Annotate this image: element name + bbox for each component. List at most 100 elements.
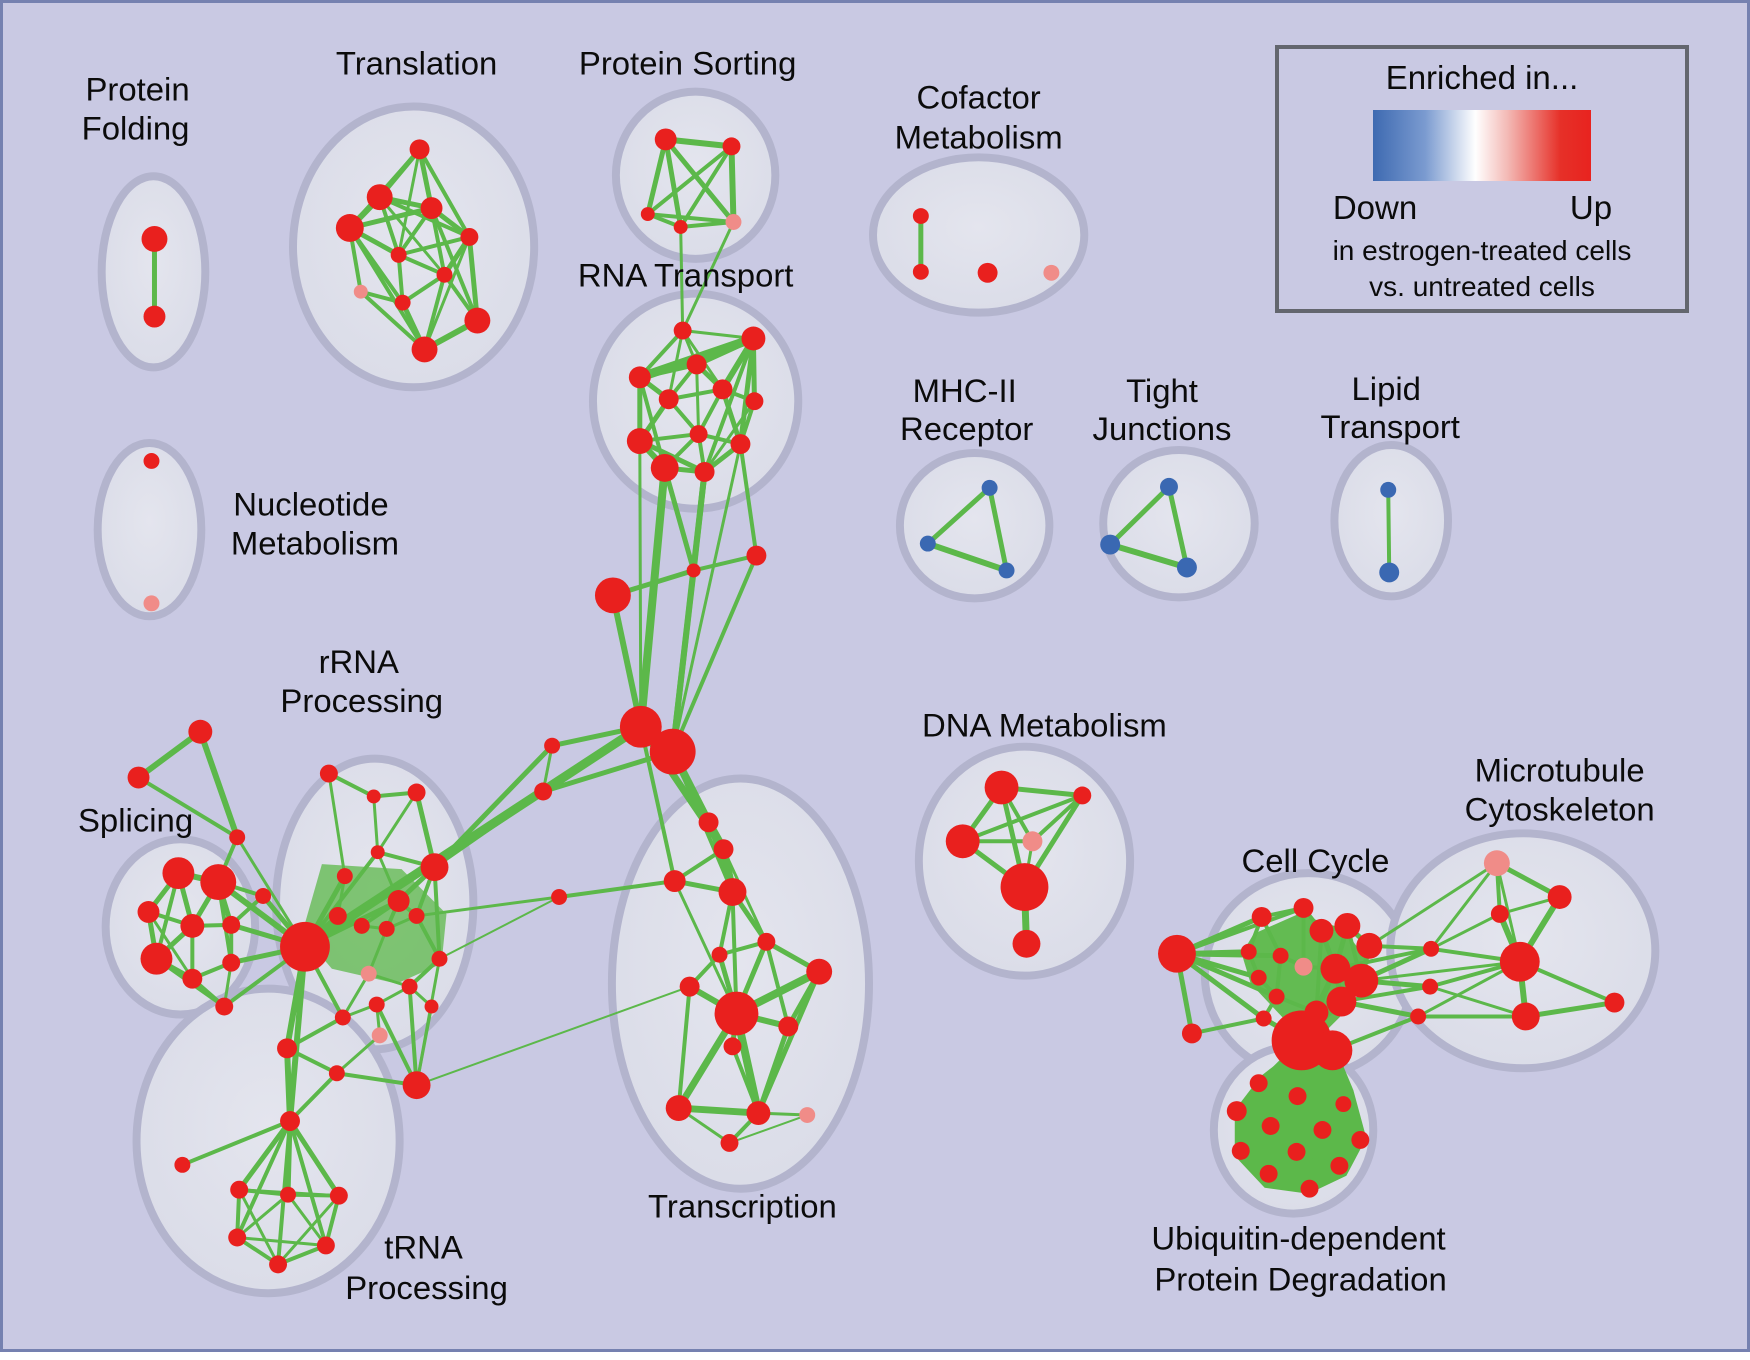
node-ub10[interactable] bbox=[1259, 1164, 1278, 1183]
node-q8[interactable] bbox=[679, 976, 700, 997]
node-g14[interactable] bbox=[277, 1038, 297, 1059]
node-ub1[interactable] bbox=[1288, 1087, 1307, 1106]
node-l1[interactable] bbox=[1379, 562, 1400, 583]
node-b0[interactable] bbox=[619, 705, 662, 748]
node-g2[interactable] bbox=[407, 783, 426, 802]
node-t3[interactable] bbox=[335, 214, 364, 242]
node-b1[interactable] bbox=[649, 728, 696, 775]
node-r3[interactable] bbox=[628, 366, 651, 389]
node-g0[interactable] bbox=[319, 764, 338, 783]
node-e3[interactable] bbox=[1293, 898, 1314, 918]
node-q6[interactable] bbox=[711, 946, 728, 963]
node-x0[interactable] bbox=[188, 719, 213, 744]
node-u3[interactable] bbox=[280, 1186, 296, 1203]
node-m1[interactable] bbox=[919, 535, 936, 552]
node-m0[interactable] bbox=[981, 479, 998, 496]
node-e9[interactable] bbox=[1294, 957, 1313, 976]
node-ps3[interactable] bbox=[673, 220, 688, 234]
node-h0[interactable] bbox=[280, 921, 330, 972]
node-m2[interactable] bbox=[998, 562, 1015, 579]
node-t7[interactable] bbox=[353, 284, 368, 299]
node-q11[interactable] bbox=[723, 1037, 742, 1056]
node-t8[interactable] bbox=[394, 294, 411, 311]
node-q0[interactable] bbox=[698, 812, 719, 833]
node-r1[interactable] bbox=[741, 326, 766, 351]
node-g7[interactable] bbox=[328, 906, 347, 925]
node-pf0[interactable] bbox=[141, 226, 168, 252]
node-r9[interactable] bbox=[730, 434, 751, 454]
node-d4[interactable] bbox=[1000, 863, 1049, 911]
node-z3[interactable] bbox=[1499, 941, 1540, 982]
node-g4[interactable] bbox=[336, 868, 353, 885]
node-r5[interactable] bbox=[712, 379, 733, 400]
node-q2[interactable] bbox=[663, 870, 686, 893]
node-q14[interactable] bbox=[799, 1107, 816, 1124]
node-g11[interactable] bbox=[360, 965, 377, 982]
node-d1[interactable] bbox=[1073, 786, 1092, 805]
node-g18[interactable] bbox=[368, 996, 385, 1013]
node-n1[interactable] bbox=[143, 595, 160, 612]
node-g16[interactable] bbox=[402, 1071, 431, 1100]
node-cf3[interactable] bbox=[1043, 264, 1060, 281]
node-s6[interactable] bbox=[182, 968, 203, 989]
node-z1[interactable] bbox=[1547, 885, 1572, 909]
node-e5[interactable] bbox=[1334, 912, 1361, 939]
node-ub2[interactable] bbox=[1335, 1096, 1352, 1113]
node-t2[interactable] bbox=[420, 197, 443, 220]
node-u0[interactable] bbox=[280, 1111, 300, 1131]
node-r0[interactable] bbox=[673, 321, 692, 340]
node-ub4[interactable] bbox=[1261, 1117, 1280, 1135]
node-t10[interactable] bbox=[411, 336, 438, 363]
node-q3[interactable] bbox=[718, 878, 747, 906]
node-ub5[interactable] bbox=[1313, 1121, 1332, 1139]
node-e11[interactable] bbox=[1344, 963, 1379, 998]
node-z2[interactable] bbox=[1490, 904, 1509, 923]
node-l0[interactable] bbox=[1380, 481, 1397, 498]
node-d5[interactable] bbox=[1012, 929, 1041, 958]
node-q4[interactable] bbox=[551, 889, 568, 905]
node-t6[interactable] bbox=[436, 266, 453, 283]
node-t5[interactable] bbox=[390, 246, 407, 263]
node-v0[interactable] bbox=[686, 563, 701, 578]
node-d2[interactable] bbox=[945, 824, 980, 859]
node-x2[interactable] bbox=[229, 829, 246, 846]
node-t4[interactable] bbox=[460, 227, 479, 246]
node-ub9[interactable] bbox=[1330, 1156, 1349, 1175]
node-g9[interactable] bbox=[378, 920, 395, 937]
node-e14[interactable] bbox=[1255, 1010, 1272, 1027]
node-g1[interactable] bbox=[366, 789, 381, 804]
node-q13[interactable] bbox=[746, 1101, 771, 1125]
node-s8[interactable] bbox=[255, 888, 272, 904]
node-r11[interactable] bbox=[694, 461, 715, 482]
node-x1[interactable] bbox=[127, 766, 150, 789]
node-j0[interactable] bbox=[1160, 477, 1178, 496]
node-r2[interactable] bbox=[686, 354, 707, 375]
node-g17[interactable] bbox=[371, 1027, 388, 1044]
node-j2[interactable] bbox=[1176, 557, 1197, 578]
node-s0[interactable] bbox=[162, 857, 195, 890]
node-q12[interactable] bbox=[665, 1095, 692, 1122]
node-g12[interactable] bbox=[431, 950, 448, 967]
node-n0[interactable] bbox=[143, 452, 160, 469]
node-q1[interactable] bbox=[713, 839, 734, 860]
node-e1[interactable] bbox=[1181, 1023, 1202, 1044]
node-f2[interactable] bbox=[1410, 1008, 1427, 1025]
node-r4[interactable] bbox=[658, 389, 679, 410]
node-e12[interactable] bbox=[1250, 969, 1267, 986]
node-e0[interactable] bbox=[1158, 934, 1196, 973]
node-ub7[interactable] bbox=[1231, 1141, 1250, 1160]
node-ps2[interactable] bbox=[640, 207, 655, 222]
node-v1[interactable] bbox=[746, 545, 767, 566]
node-q5[interactable] bbox=[757, 932, 776, 951]
node-s1[interactable] bbox=[200, 864, 237, 901]
node-u1[interactable] bbox=[174, 1156, 191, 1173]
node-u7[interactable] bbox=[269, 1255, 288, 1274]
node-g15[interactable] bbox=[328, 1065, 345, 1082]
node-g5[interactable] bbox=[420, 853, 449, 882]
node-e15[interactable] bbox=[1326, 986, 1357, 1017]
node-q10[interactable] bbox=[778, 1016, 799, 1037]
node-g10[interactable] bbox=[408, 907, 425, 924]
node-ub11[interactable] bbox=[1300, 1179, 1319, 1198]
node-z4[interactable] bbox=[1511, 1002, 1540, 1031]
node-z5[interactable] bbox=[1604, 992, 1625, 1013]
